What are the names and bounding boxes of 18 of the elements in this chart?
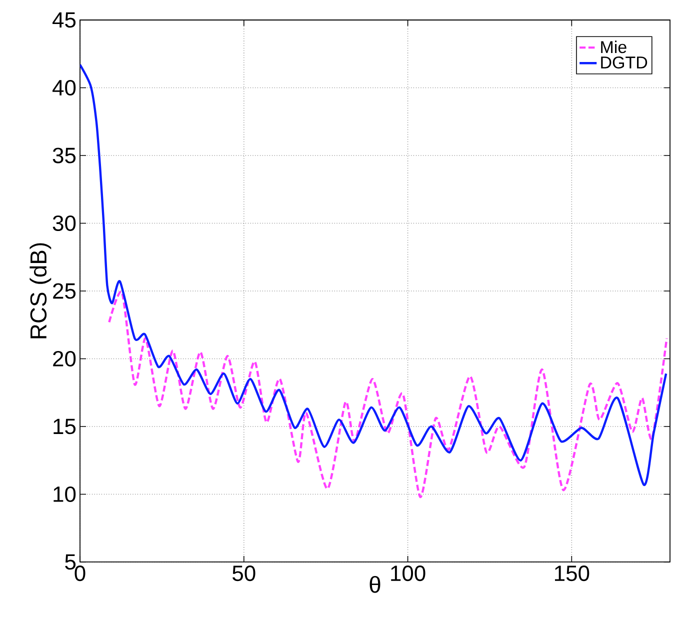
x-axis-title: θ — [370, 576, 380, 593]
y-tick-label: 40 — [52, 80, 76, 96]
y-tick-label: 30 — [52, 215, 76, 232]
y-tick-label: 5 — [65, 554, 76, 570]
y-tick-label: 35 — [52, 148, 76, 164]
y-tick-label: 20 — [53, 350, 76, 367]
line-series — [108, 291, 668, 498]
x-tick-label: 0 — [74, 566, 86, 582]
x-tick-label: 50 — [232, 566, 256, 582]
y-tick-label: 15 — [54, 418, 76, 434]
y-tick-label: 25 — [53, 283, 76, 299]
y-tick-label: 45 — [52, 12, 76, 28]
x-tick-label: 100 — [391, 566, 426, 582]
legend-label: DGTD — [601, 56, 648, 69]
y-axis-title: RCS (dB) — [30, 243, 52, 338]
x-tick-label: 150 — [554, 566, 590, 582]
y-tick-label: 10 — [54, 486, 76, 502]
legend-label: Mie — [601, 40, 626, 54]
